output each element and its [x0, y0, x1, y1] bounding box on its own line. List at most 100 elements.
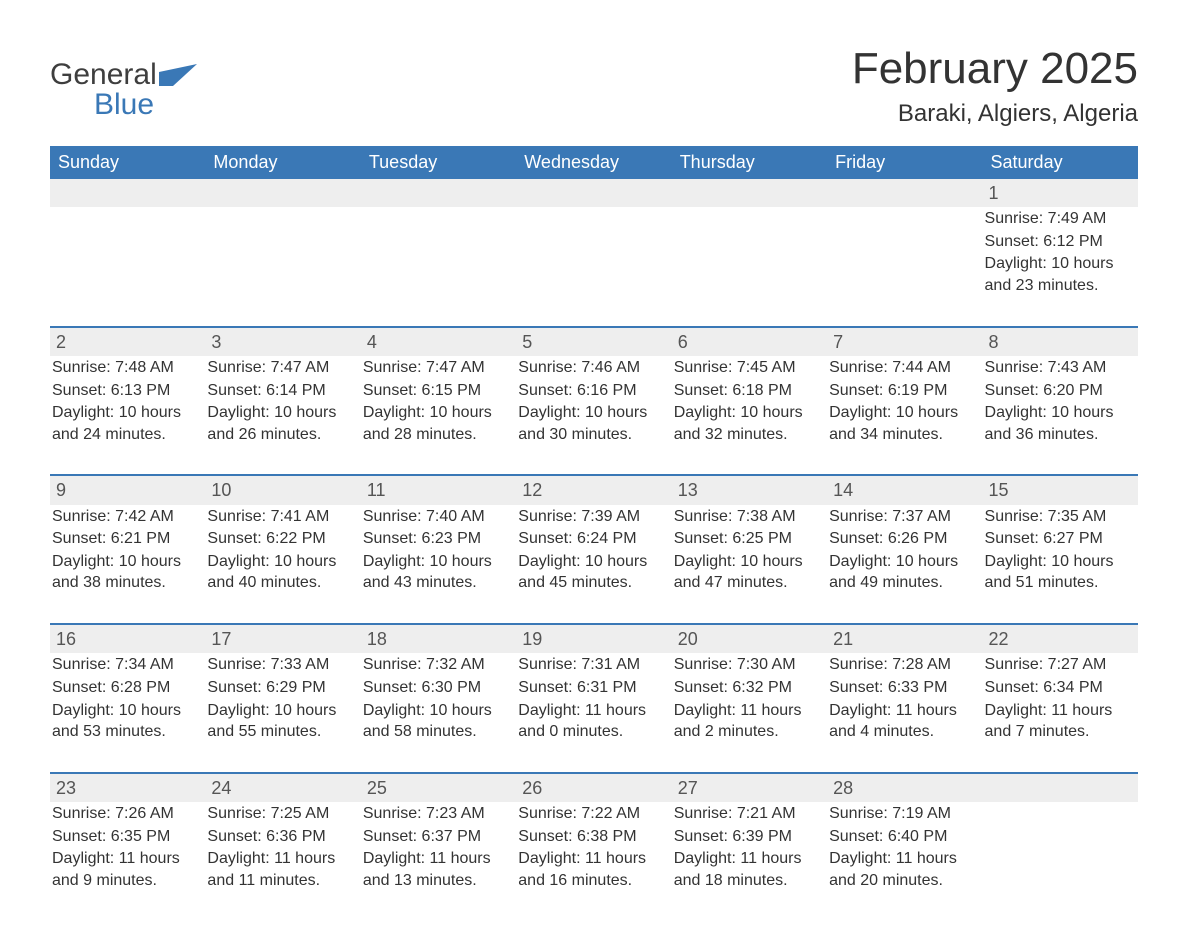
day-number: 20 [672, 624, 827, 653]
daylight-text: Daylight: 10 hours and 24 minutes. [52, 402, 199, 445]
sunrise-text: Sunrise: 7:48 AM [52, 357, 199, 379]
empty-cell [827, 179, 982, 207]
day-detail-row: Sunrise: 7:42 AMSunset: 6:21 PMDaylight:… [50, 505, 1138, 624]
day-cell: Sunrise: 7:30 AMSunset: 6:32 PMDaylight:… [672, 653, 827, 772]
sunset-text: Sunset: 6:21 PM [52, 528, 199, 550]
day-number: 13 [672, 475, 827, 504]
day-number-row: 1 [50, 179, 1138, 207]
day-cell: Sunrise: 7:35 AMSunset: 6:27 PMDaylight:… [983, 505, 1138, 624]
sunrise-text: Sunrise: 7:49 AM [985, 208, 1132, 230]
day-detail-row: Sunrise: 7:48 AMSunset: 6:13 PMDaylight:… [50, 356, 1138, 475]
daylight-text: Daylight: 10 hours and 26 minutes. [207, 402, 354, 445]
sunrise-text: Sunrise: 7:19 AM [829, 803, 976, 825]
month-title: February 2025 [852, 44, 1138, 94]
day-cell: Sunrise: 7:39 AMSunset: 6:24 PMDaylight:… [516, 505, 671, 624]
empty-cell [672, 207, 827, 326]
daylight-text: Daylight: 11 hours and 9 minutes. [52, 848, 199, 891]
weekday-header: Wednesday [516, 146, 671, 179]
sunset-text: Sunset: 6:27 PM [985, 528, 1132, 550]
day-number: 8 [983, 327, 1138, 356]
sunrise-text: Sunrise: 7:22 AM [518, 803, 665, 825]
daylight-text: Daylight: 10 hours and 53 minutes. [52, 700, 199, 743]
sunrise-text: Sunrise: 7:23 AM [363, 803, 510, 825]
sunrise-text: Sunrise: 7:44 AM [829, 357, 976, 379]
sunrise-text: Sunrise: 7:21 AM [674, 803, 821, 825]
daylight-text: Daylight: 10 hours and 43 minutes. [363, 551, 510, 594]
weekday-header: Friday [827, 146, 982, 179]
daylight-text: Daylight: 10 hours and 36 minutes. [985, 402, 1132, 445]
sunrise-text: Sunrise: 7:35 AM [985, 506, 1132, 528]
brand-word1: General [50, 58, 157, 91]
day-cell: Sunrise: 7:45 AMSunset: 6:18 PMDaylight:… [672, 356, 827, 475]
weekday-header: Saturday [983, 146, 1138, 179]
sunset-text: Sunset: 6:23 PM [363, 528, 510, 550]
sunset-text: Sunset: 6:18 PM [674, 380, 821, 402]
sunset-text: Sunset: 6:12 PM [985, 231, 1132, 253]
day-number: 22 [983, 624, 1138, 653]
empty-cell [205, 179, 360, 207]
sunrise-text: Sunrise: 7:34 AM [52, 654, 199, 676]
daylight-text: Daylight: 11 hours and 2 minutes. [674, 700, 821, 743]
sunset-text: Sunset: 6:37 PM [363, 826, 510, 848]
day-cell: Sunrise: 7:32 AMSunset: 6:30 PMDaylight:… [361, 653, 516, 772]
sunset-text: Sunset: 6:16 PM [518, 380, 665, 402]
weekday-header: Sunday [50, 146, 205, 179]
empty-cell [50, 179, 205, 207]
sunset-text: Sunset: 6:32 PM [674, 677, 821, 699]
sunset-text: Sunset: 6:36 PM [207, 826, 354, 848]
brand-logo: General Blue [50, 58, 201, 122]
day-number-row: 2345678 [50, 327, 1138, 356]
sunset-text: Sunset: 6:30 PM [363, 677, 510, 699]
daylight-text: Daylight: 11 hours and 7 minutes. [985, 700, 1132, 743]
day-number: 1 [983, 179, 1138, 207]
day-cell: Sunrise: 7:22 AMSunset: 6:38 PMDaylight:… [516, 802, 671, 920]
weekday-header: Monday [205, 146, 360, 179]
sunset-text: Sunset: 6:24 PM [518, 528, 665, 550]
sunrise-text: Sunrise: 7:45 AM [674, 357, 821, 379]
sunset-text: Sunset: 6:31 PM [518, 677, 665, 699]
empty-cell [983, 773, 1138, 802]
daylight-text: Daylight: 10 hours and 58 minutes. [363, 700, 510, 743]
empty-cell [516, 207, 671, 326]
empty-cell [205, 207, 360, 326]
day-cell: Sunrise: 7:40 AMSunset: 6:23 PMDaylight:… [361, 505, 516, 624]
sunset-text: Sunset: 6:29 PM [207, 677, 354, 699]
sunset-text: Sunset: 6:40 PM [829, 826, 976, 848]
sunrise-text: Sunrise: 7:25 AM [207, 803, 354, 825]
day-cell: Sunrise: 7:38 AMSunset: 6:25 PMDaylight:… [672, 505, 827, 624]
day-cell: Sunrise: 7:21 AMSunset: 6:39 PMDaylight:… [672, 802, 827, 920]
sunset-text: Sunset: 6:19 PM [829, 380, 976, 402]
day-number: 16 [50, 624, 205, 653]
day-number: 27 [672, 773, 827, 802]
day-number: 24 [205, 773, 360, 802]
sunrise-text: Sunrise: 7:46 AM [518, 357, 665, 379]
day-cell: Sunrise: 7:47 AMSunset: 6:14 PMDaylight:… [205, 356, 360, 475]
daylight-text: Daylight: 11 hours and 16 minutes. [518, 848, 665, 891]
weekday-header-row: Sunday Monday Tuesday Wednesday Thursday… [50, 146, 1138, 179]
header: General Blue February 2025 Baraki, Algie… [50, 40, 1138, 128]
day-number: 10 [205, 475, 360, 504]
day-number: 19 [516, 624, 671, 653]
sunset-text: Sunset: 6:28 PM [52, 677, 199, 699]
day-number: 26 [516, 773, 671, 802]
sunset-text: Sunset: 6:35 PM [52, 826, 199, 848]
day-number-row: 16171819202122 [50, 624, 1138, 653]
day-cell: Sunrise: 7:31 AMSunset: 6:31 PMDaylight:… [516, 653, 671, 772]
empty-cell [361, 179, 516, 207]
day-number: 18 [361, 624, 516, 653]
day-number: 25 [361, 773, 516, 802]
day-number: 28 [827, 773, 982, 802]
daylight-text: Daylight: 11 hours and 18 minutes. [674, 848, 821, 891]
flag-icon [159, 60, 201, 94]
day-number: 12 [516, 475, 671, 504]
sunset-text: Sunset: 6:13 PM [52, 380, 199, 402]
sunset-text: Sunset: 6:20 PM [985, 380, 1132, 402]
daylight-text: Daylight: 10 hours and 55 minutes. [207, 700, 354, 743]
sunset-text: Sunset: 6:26 PM [829, 528, 976, 550]
day-cell: Sunrise: 7:34 AMSunset: 6:28 PMDaylight:… [50, 653, 205, 772]
empty-cell [983, 802, 1138, 920]
daylight-text: Daylight: 10 hours and 40 minutes. [207, 551, 354, 594]
day-detail-row: Sunrise: 7:34 AMSunset: 6:28 PMDaylight:… [50, 653, 1138, 772]
day-cell: Sunrise: 7:25 AMSunset: 6:36 PMDaylight:… [205, 802, 360, 920]
day-cell: Sunrise: 7:41 AMSunset: 6:22 PMDaylight:… [205, 505, 360, 624]
